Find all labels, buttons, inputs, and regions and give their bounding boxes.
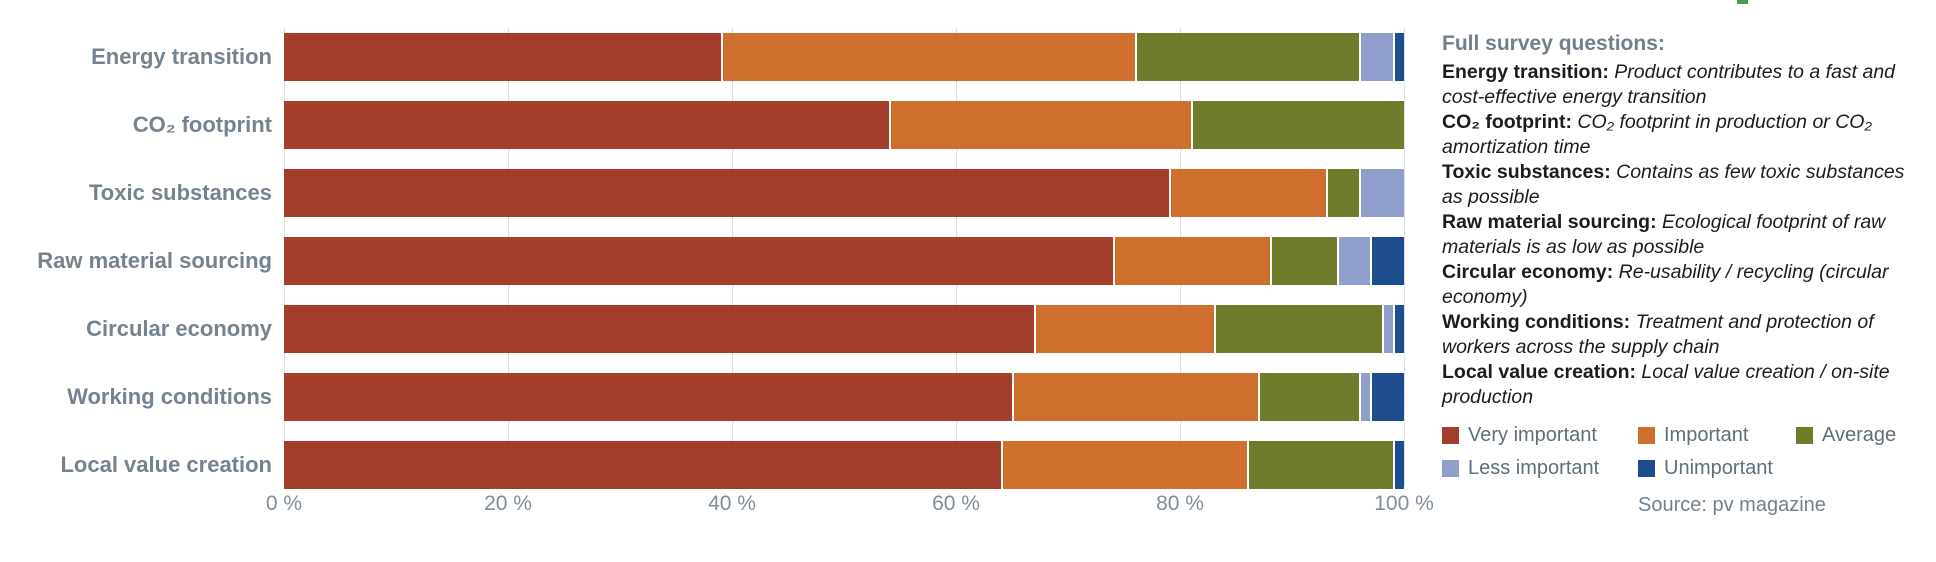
bar-segment [284, 101, 889, 149]
legend-swatch-icon [1442, 427, 1459, 444]
question-term: Working conditions: [1442, 311, 1631, 333]
category-label: Energy transition [91, 44, 272, 69]
bar-segment [1392, 305, 1404, 353]
bar-segment [1135, 33, 1360, 81]
bar-segment [1381, 305, 1393, 353]
category-label: Local value creation [60, 452, 272, 477]
category-label: Toxic substances [89, 180, 272, 205]
bar-segment [720, 33, 1136, 81]
survey-questions-list: Energy transition: Product contributes t… [1442, 60, 1920, 410]
bar-segment [1191, 101, 1404, 149]
legend-label: Unimportant [1664, 457, 1773, 479]
bar-segment [1370, 373, 1404, 421]
bar-segment [284, 373, 1012, 421]
legend-label: Important [1664, 424, 1749, 446]
category-label: Circular economy [86, 316, 272, 341]
question-term: Raw material sourcing: [1442, 211, 1657, 233]
bar-segment [1359, 373, 1371, 421]
question-term: Local value creation: [1442, 361, 1636, 383]
bar-segment [1336, 237, 1371, 285]
bar-segment [888, 101, 1192, 149]
legend-swatch-icon [1638, 427, 1655, 444]
legend-swatch-icon [1442, 460, 1459, 477]
category-label: Working conditions [67, 384, 272, 409]
question-description: Ecological footprint of raw materials is… [1442, 211, 1886, 258]
question-description: Re-usability / recycling (circular econo… [1442, 261, 1889, 308]
source-note: Source: pv magazine [1638, 494, 1826, 516]
x-tick-label: 60 % [932, 492, 980, 515]
bar-segment [284, 237, 1113, 285]
question-description: CO₂ footprint in production or CO₂ amort… [1442, 111, 1872, 158]
question-description: Treatment and protection of workers acro… [1442, 311, 1874, 358]
bar-segment [1325, 169, 1360, 217]
bar-segment [1000, 441, 1248, 489]
question-term: Energy transition: [1442, 61, 1609, 83]
legend-swatch-icon [1796, 427, 1813, 444]
bar-segment [1213, 305, 1382, 353]
question-term: Circular economy: [1442, 261, 1614, 283]
bar-segment [1112, 237, 1270, 285]
bar-row [284, 33, 1404, 81]
survey-question: CO₂ footprint: CO₂ footprint in producti… [1442, 110, 1920, 160]
bar-segment [1370, 237, 1404, 285]
survey-question: Working conditions: Treatment and protec… [1442, 310, 1920, 360]
question-description: Product contributes to a fast and cost-e… [1442, 61, 1896, 108]
survey-question: Raw material sourcing: Ecological footpr… [1442, 210, 1920, 260]
bar-row [284, 305, 1404, 353]
x-tick-label: 80 % [1156, 492, 1204, 515]
survey-question: Toxic substances: Contains as few toxic … [1442, 160, 1920, 210]
bar-segment [1034, 305, 1214, 353]
legend-item: Average [1796, 424, 1920, 447]
legend-label: Very important [1468, 424, 1597, 446]
question-term: Toxic substances: [1442, 161, 1611, 183]
x-tick-label: 40 % [708, 492, 756, 515]
chart-legend: Very important Important Average Less impor… [1442, 424, 1920, 480]
bar-segment [284, 33, 721, 81]
question-term: CO₂ footprint: [1442, 111, 1572, 133]
x-tick-label: 20 % [484, 492, 532, 515]
category-axis: Energy transition CO₂ footprint Toxic subs… [0, 28, 272, 486]
bar-row [284, 101, 1404, 149]
category-label: CO₂ footprint [132, 112, 272, 137]
legend-item: Less important [1442, 457, 1638, 480]
bar-row [284, 441, 1404, 489]
bar-segment [284, 305, 1035, 353]
x-tick-label: 100 % [1374, 492, 1434, 515]
x-tick-label: 0 % [265, 492, 303, 515]
bar-segment [284, 169, 1169, 217]
question-description: Contains as few toxic substances as poss… [1442, 161, 1905, 208]
plot-area [284, 28, 1405, 489]
legend-label: Average [1822, 424, 1897, 446]
bar-segment [1258, 373, 1360, 421]
legend-item: Important [1638, 424, 1796, 447]
info-panel: Full survey questions: Energy transition… [1442, 32, 1920, 517]
gridline-5 [1404, 28, 1405, 486]
bar-segment [1359, 169, 1404, 217]
legend-swatch-icon [1638, 460, 1655, 477]
bar-segment [1359, 33, 1393, 81]
question-description: Local value creation / on-site productio… [1442, 361, 1890, 408]
bar-segment [1392, 33, 1404, 81]
survey-question: Local value creation: Local value creati… [1442, 360, 1920, 410]
bar-row [284, 373, 1404, 421]
bar-segment [1269, 237, 1337, 285]
legend-label: Less important [1468, 457, 1600, 479]
bar-segment [1012, 373, 1259, 421]
legend-item: Very important [1442, 424, 1638, 447]
bar-segment [284, 441, 1001, 489]
survey-question: Energy transition: Product contributes t… [1442, 60, 1920, 110]
legend-item: Unimportant [1638, 457, 1796, 480]
green-dash-decoration [1737, 0, 1748, 4]
bar-segment [1392, 441, 1404, 489]
survey-question: Circular economy: Re-usability / recycli… [1442, 260, 1920, 310]
info-heading: Full survey questions: [1442, 32, 1665, 55]
bar-segment [1168, 169, 1326, 217]
bar-segment [1247, 441, 1393, 489]
category-label: Raw material sourcing [37, 248, 272, 273]
bar-row [284, 237, 1404, 285]
bar-row [284, 169, 1404, 217]
